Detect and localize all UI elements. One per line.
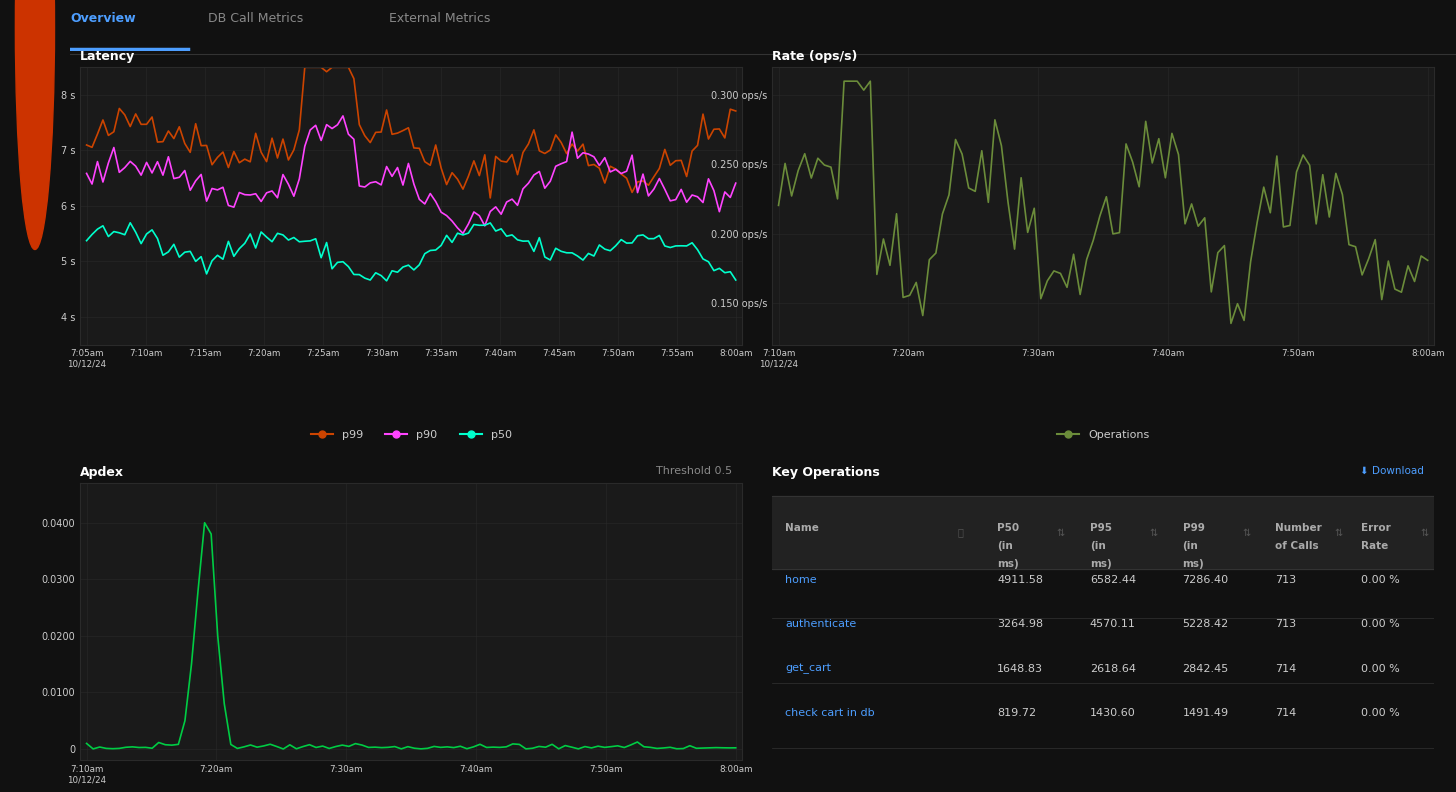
Text: ⬇ Download: ⬇ Download (1360, 466, 1424, 476)
Text: 714: 714 (1275, 664, 1296, 674)
Text: External Metrics: External Metrics (389, 12, 491, 25)
Text: of Calls: of Calls (1275, 541, 1319, 551)
Text: Key Operations: Key Operations (772, 466, 879, 479)
Text: Overview: Overview (70, 12, 135, 25)
Text: 2842.45: 2842.45 (1182, 664, 1229, 674)
Text: 0.00 %: 0.00 % (1361, 619, 1401, 630)
Bar (772, 496, 1434, 569)
Text: ⇅: ⇅ (1149, 527, 1158, 538)
Text: Name: Name (785, 524, 820, 533)
Text: 5228.42: 5228.42 (1182, 619, 1229, 630)
Text: Threshold 0.5: Threshold 0.5 (657, 466, 732, 476)
Text: get_cart: get_cart (785, 664, 831, 674)
Legend: p99, p90, p50: p99, p90, p50 (306, 425, 517, 444)
Text: ⇅: ⇅ (1057, 527, 1064, 538)
Text: Number: Number (1275, 524, 1322, 533)
Text: P99: P99 (1182, 524, 1204, 533)
Text: 1430.60: 1430.60 (1091, 708, 1136, 718)
Text: 2618.64: 2618.64 (1091, 664, 1136, 674)
Text: 6582.44: 6582.44 (1091, 575, 1136, 585)
Text: check cart in db: check cart in db (785, 708, 875, 718)
Text: (in: (in (997, 541, 1013, 551)
Text: 7286.40: 7286.40 (1182, 575, 1229, 585)
Text: P50: P50 (997, 524, 1019, 533)
Text: 4911.58: 4911.58 (997, 575, 1042, 585)
Text: 4570.11: 4570.11 (1091, 619, 1136, 630)
Text: home: home (785, 575, 817, 585)
Text: Rate: Rate (1361, 541, 1389, 551)
Text: ms): ms) (1091, 559, 1111, 569)
Text: 713: 713 (1275, 619, 1296, 630)
Legend: Operations: Operations (1053, 425, 1153, 444)
Text: ms): ms) (1182, 559, 1204, 569)
Text: ⇅: ⇅ (1335, 527, 1342, 538)
Text: ⇅: ⇅ (1242, 527, 1251, 538)
Circle shape (16, 0, 54, 249)
Text: Rate (ops/s): Rate (ops/s) (772, 51, 858, 63)
Text: Apdex: Apdex (80, 466, 124, 479)
Text: 819.72: 819.72 (997, 708, 1037, 718)
Text: 3264.98: 3264.98 (997, 619, 1044, 630)
Text: P95: P95 (1091, 524, 1112, 533)
Text: 713: 713 (1275, 575, 1296, 585)
Text: authenticate: authenticate (785, 619, 856, 630)
Text: DB Call Metrics: DB Call Metrics (208, 12, 304, 25)
Text: Latency: Latency (80, 51, 135, 63)
Text: 0.00 %: 0.00 % (1361, 664, 1401, 674)
Text: 1491.49: 1491.49 (1182, 708, 1229, 718)
Text: 714: 714 (1275, 708, 1296, 718)
Text: 1648.83: 1648.83 (997, 664, 1042, 674)
Text: 0.00 %: 0.00 % (1361, 575, 1401, 585)
Text: ms): ms) (997, 559, 1019, 569)
Text: ⇅: ⇅ (1421, 527, 1428, 538)
Text: (in: (in (1182, 541, 1198, 551)
Text: 0.00 %: 0.00 % (1361, 708, 1401, 718)
Text: Error: Error (1361, 524, 1390, 533)
Text: (in: (in (1091, 541, 1105, 551)
Text: ⌕: ⌕ (958, 527, 964, 538)
